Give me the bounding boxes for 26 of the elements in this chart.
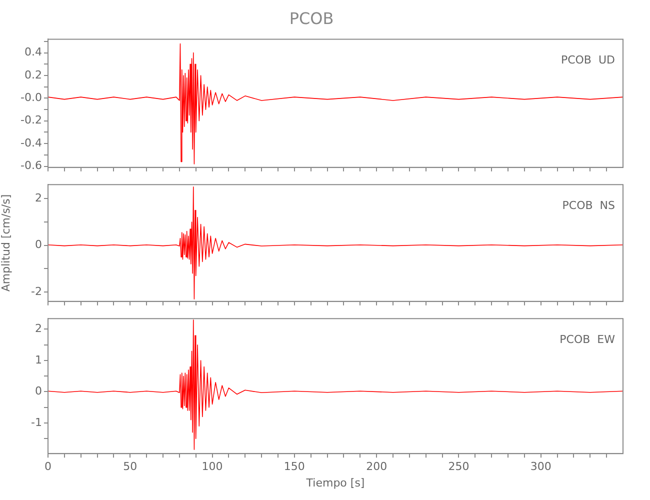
- x-tick-label: 0: [44, 460, 52, 474]
- y-tick-label: 2: [35, 191, 42, 204]
- x-tick-label: 250: [448, 460, 470, 474]
- annotation: PCOB NS: [562, 198, 616, 212]
- y-tick-label: -0.0: [20, 91, 42, 104]
- x-tick-label: 200: [366, 460, 388, 474]
- chart-title: PCOB: [289, 8, 334, 28]
- x-tick-label: 50: [123, 460, 138, 474]
- y-axis-title: Amplitud [cm/s/s]: [0, 194, 12, 292]
- y-tick-label: 0.2: [24, 68, 42, 82]
- y-tick-label: -1: [31, 416, 42, 429]
- y-tick-label: 0: [35, 384, 42, 398]
- y-tick-label: -0.4: [20, 136, 42, 150]
- y-tick-label: -0.6: [20, 159, 42, 172]
- x-axis-title: Tiempo [s]: [305, 476, 365, 490]
- y-tick-label: 0: [35, 238, 42, 252]
- y-tick-label: 0.4: [24, 46, 42, 59]
- x-tick-label: 100: [202, 460, 223, 474]
- y-tick-label: 2: [35, 322, 42, 336]
- x-tick-label: 300: [530, 460, 552, 474]
- y-tick-label: -0.2: [20, 114, 42, 127]
- annotation: PCOB UD: [560, 54, 615, 67]
- y-tick-label: 1: [35, 353, 42, 366]
- x-tick-label: 150: [284, 460, 305, 474]
- y-tick-label: -2: [31, 284, 42, 298]
- annotation: PCOB EW: [560, 332, 616, 346]
